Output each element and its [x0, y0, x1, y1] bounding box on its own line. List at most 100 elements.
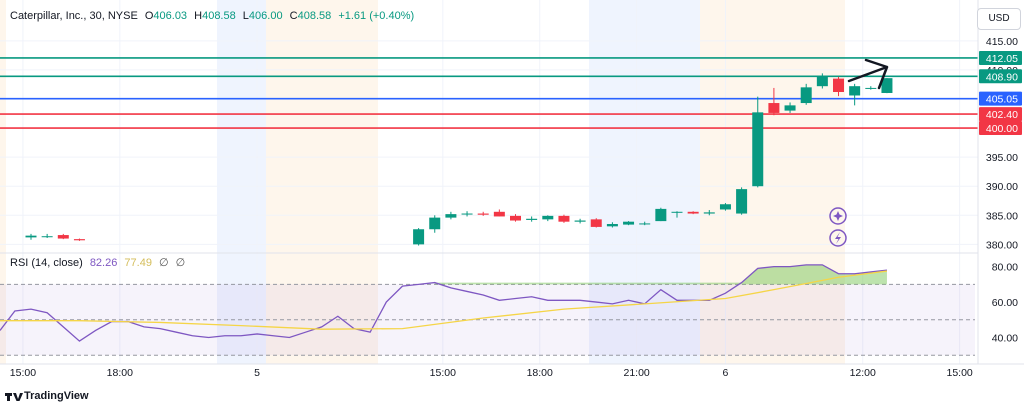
rsi-ma-value: 77.49 — [124, 257, 152, 269]
change-value: +1.61 (+0.40%) — [338, 10, 415, 22]
time-axis[interactable]: 15:00 18:00 5 15:00 18:00 21:00 6 12:00 15:00 — [0, 363, 1024, 379]
horizontal-levels — [0, 57, 978, 129]
candle-body — [510, 215, 521, 221]
rsi-empty-1: ∅ — [159, 257, 169, 269]
session-band-1 — [217, 0, 266, 364]
rsi-overbought-fill — [434, 264, 887, 285]
close-value: 408.58 — [297, 10, 332, 22]
candle-3 — [73, 238, 85, 241]
open-value: 406.03 — [153, 10, 188, 22]
candle-body — [752, 112, 764, 187]
rsi-value: 82.26 — [89, 257, 118, 269]
candle-8 — [477, 211, 489, 216]
candle-body — [687, 211, 699, 214]
candle-body — [445, 214, 457, 218]
candle-body — [429, 217, 441, 230]
candle-12 — [542, 215, 554, 222]
price-axis[interactable]: 415.00410.00405.00400.00395.00390.00385.… — [977, 0, 1024, 364]
brand-text: TradingView — [24, 390, 89, 402]
candle-body — [477, 213, 489, 215]
candle-10 — [510, 214, 521, 222]
high-label: H — [194, 10, 203, 22]
candle-body — [865, 87, 877, 89]
close-label: C — [289, 10, 298, 22]
candle-body — [816, 76, 828, 87]
currency-button[interactable]: USD — [977, 8, 1021, 30]
candle-body — [493, 211, 505, 217]
candle-body — [639, 223, 651, 225]
candle-body — [623, 221, 635, 225]
time-tick-label-8: 15:00 — [946, 367, 972, 379]
ohlc-legend[interactable]: Caterpillar, Inc., 30, NYSE O406.03 H408… — [10, 10, 414, 22]
price-grid — [0, 0, 978, 364]
time-tick-label-2: 5 — [254, 367, 260, 379]
candle-16 — [606, 222, 618, 228]
candle-0 — [25, 233, 37, 240]
candle-body — [25, 235, 37, 238]
price-tick-label-5: 390.00 — [986, 181, 1018, 193]
candle-7 — [461, 211, 473, 217]
drawing-arrow[interactable] — [847, 58, 889, 90]
candle-20 — [671, 211, 683, 218]
candle-22 — [703, 210, 715, 216]
plus-badge-icon[interactable] — [829, 207, 847, 225]
candle-body — [606, 224, 618, 227]
tradingview-logo-icon[interactable] — [5, 393, 23, 401]
candle-19 — [655, 207, 667, 222]
time-tick-label-4: 18:00 — [527, 367, 553, 379]
candle-13 — [558, 214, 570, 223]
level-tag-bg-2 — [979, 91, 1022, 106]
rsi-tick-label-0: 80.00 — [992, 262, 1018, 274]
level-tag-2: 405.05 — [986, 94, 1018, 106]
level-tag-0: 412.05 — [986, 53, 1018, 65]
time-tick-label-5: 21:00 — [623, 367, 649, 379]
symbol-title[interactable]: Caterpillar, Inc., 30, NYSE — [10, 10, 138, 22]
candle-11 — [526, 216, 538, 222]
rsi-legend[interactable]: RSI (14, close) 82.26 77.49 ∅ ∅ — [10, 256, 185, 269]
candle-body — [703, 212, 715, 214]
level-tag-1: 408.90 — [986, 71, 1018, 83]
rsi-label[interactable]: RSI (14, close) — [10, 257, 83, 269]
candle-body — [784, 105, 796, 111]
candle-31 — [849, 83, 861, 106]
session-band-0 — [0, 0, 6, 364]
high-value: 408.58 — [202, 10, 236, 22]
candle-body — [655, 208, 667, 222]
level-tag-bg-3 — [979, 107, 1022, 122]
arrow-icon[interactable] — [847, 58, 889, 90]
lightning-badge-icon[interactable] — [829, 229, 847, 247]
candle-body — [671, 211, 683, 213]
candle-body — [881, 78, 893, 93]
candle-body — [542, 215, 554, 220]
session-band-4 — [700, 0, 845, 364]
rsi-ma-line — [0, 270, 888, 330]
candle-body — [73, 239, 85, 241]
candle-body — [736, 189, 748, 214]
tradingview-brand[interactable]: TradingView — [24, 390, 89, 402]
level-tag-bg-0 — [979, 50, 1022, 65]
session-band-2 — [266, 0, 378, 364]
candle-15 — [590, 218, 602, 228]
rsi-empty-2: ∅ — [175, 257, 186, 269]
session-bands — [0, 0, 845, 364]
candle-body — [57, 235, 69, 239]
candle-6 — [445, 211, 457, 220]
candle-23 — [719, 203, 731, 211]
candle-body — [558, 215, 570, 222]
time-tick-label-6: 6 — [723, 367, 729, 379]
price-tick-label-4: 395.00 — [986, 152, 1018, 164]
candles — [25, 73, 893, 246]
candle-5 — [429, 215, 441, 233]
candle-body — [41, 236, 53, 238]
time-tick-label-7: 12:00 — [850, 367, 876, 379]
candle-18 — [639, 221, 651, 226]
candle-28 — [800, 83, 812, 105]
candle-14 — [574, 218, 586, 224]
candle-32 — [865, 86, 877, 90]
candle-4 — [413, 228, 425, 246]
level-tag-3: 402.40 — [986, 109, 1018, 121]
rsi-pane — [0, 264, 975, 356]
candle-27 — [784, 102, 796, 113]
price-tick-label-7: 380.00 — [986, 239, 1018, 251]
